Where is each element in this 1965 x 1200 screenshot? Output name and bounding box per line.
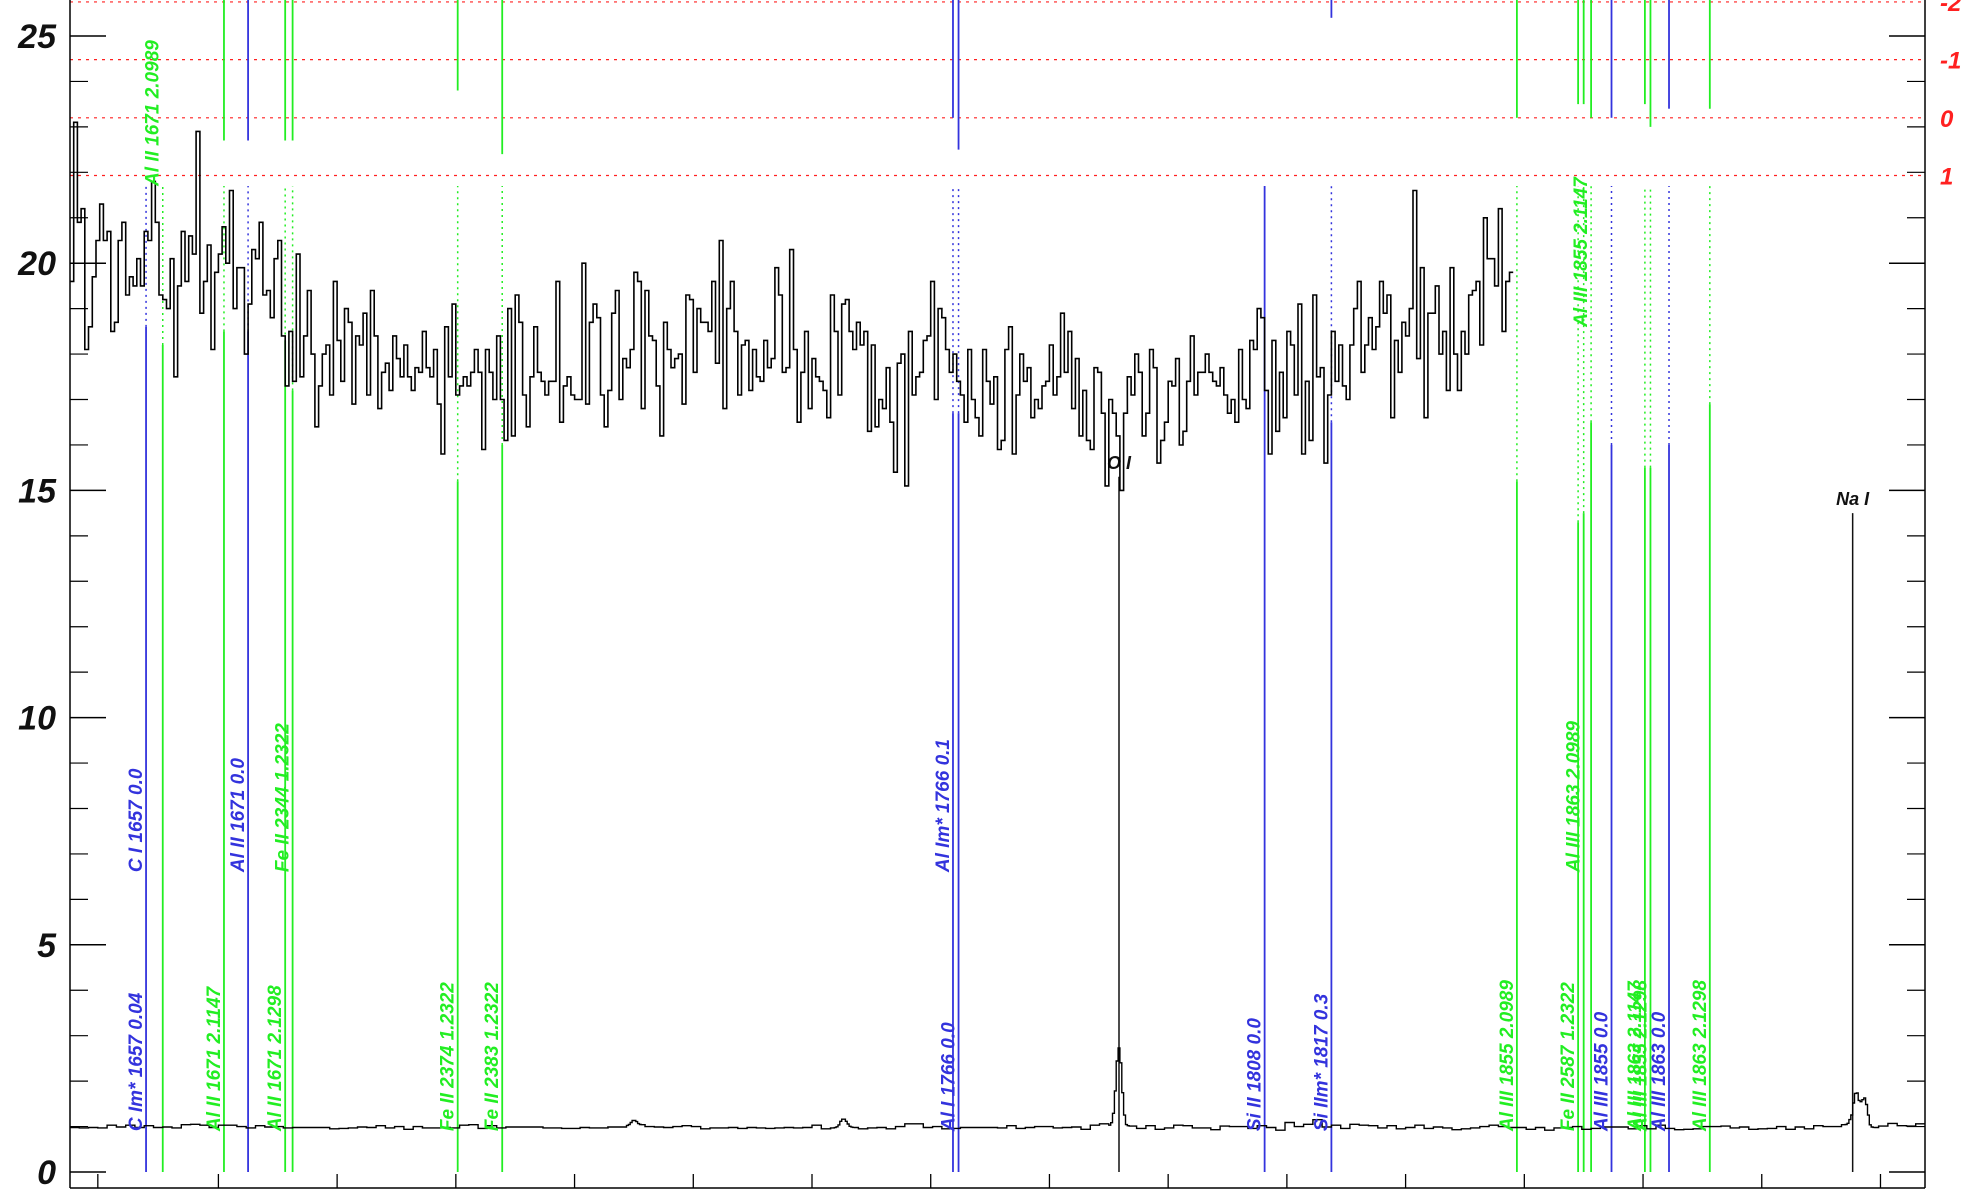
line-marker-label: Al Im* 1766 0.1 xyxy=(933,739,954,873)
y-tick-label: 15 xyxy=(18,472,57,510)
line-marker-label: Al II 1671 2.1298 xyxy=(265,985,286,1132)
line-marker-label: Al III 1855 2.1298 xyxy=(1630,980,1651,1132)
line-marker-label: Al III 1855 2.0989 xyxy=(1497,980,1518,1132)
line-marker-label: Fe II 2587 1.2322 xyxy=(1558,982,1579,1131)
velocity-level-label: 1 xyxy=(1940,164,1953,191)
line-marker-label: Al III 1863 2.1298 xyxy=(1690,980,1711,1132)
upper-spectrum-line xyxy=(70,121,1514,492)
line-marker-label: Al III 1863 0.0 xyxy=(1649,1011,1670,1132)
line-marker-label: Fe II 2374 1.2322 xyxy=(438,982,459,1131)
velocity-level-label: -1 xyxy=(1940,48,1961,75)
line-marker-label: Al II 1671 2.0989 xyxy=(143,40,164,187)
line-marker-label: Al III 1855 0.0 xyxy=(1592,1011,1613,1132)
line-marker-label: Fe II 2344 1.2322 xyxy=(273,723,294,872)
line-marker-label: C I 1657 0.0 xyxy=(126,768,147,872)
velocity-level-label: -2 xyxy=(1940,0,1962,17)
line-marker-label: C Im* 1657 0.04 xyxy=(126,992,147,1131)
line-marker-label: Si IIm* 1817 0.3 xyxy=(1311,993,1332,1131)
line-marker-label: Al III 1863 2.0989 xyxy=(1564,721,1585,873)
axes: 0 5 10 15 20 25 xyxy=(17,0,1926,1192)
line-marker-label: Al III 1863 2.1147 xyxy=(1625,980,1646,1132)
spectrum-series xyxy=(70,121,1925,1131)
y-tick-label: 5 xyxy=(37,927,57,965)
feature-markers: O INa I xyxy=(1107,453,1870,1172)
line-marker-label: Al II 1671 2.1147 xyxy=(204,985,225,1132)
line-marker-label: Fe II 2383 1.2322 xyxy=(482,982,503,1131)
line-marker-label: Al I 1766 0.0 xyxy=(939,1022,960,1132)
velocity-levels: -2 -1 0 1 xyxy=(70,0,1962,191)
y-tick-label: 10 xyxy=(18,700,56,738)
y-tick-label: 0 xyxy=(37,1154,56,1192)
marker-labels: C I 1657 0.0 C Im* 1657 0.04 Al II 1671 2.… xyxy=(126,40,1711,1132)
feature-label: Na I xyxy=(1836,489,1870,509)
velocity-level-label: 0 xyxy=(1940,106,1954,133)
lower-spectrum-line xyxy=(70,1047,1925,1131)
y-tick-label: 20 xyxy=(17,245,56,283)
y-tick-label: 25 xyxy=(17,18,57,56)
line-marker-label: Si II 1808 0.0 xyxy=(1245,1018,1266,1131)
line-markers xyxy=(145,0,1711,1172)
line-marker-label: Al II 1671 0.0 xyxy=(228,758,249,874)
line-marker-label: Al III 1855 2.1147 xyxy=(1571,176,1592,328)
